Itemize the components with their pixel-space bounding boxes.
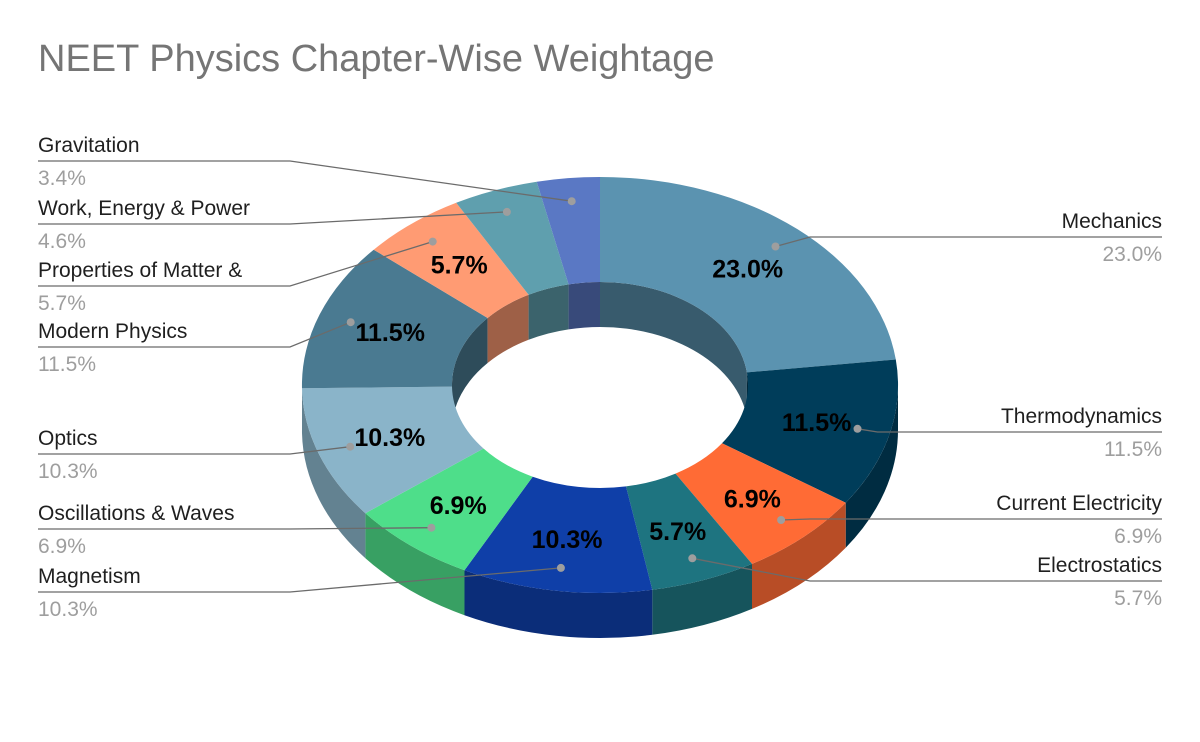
leader-line-current-electricity: [781, 518, 1162, 521]
data-label-current-electricity: 6.9%: [724, 486, 781, 514]
leader-line-electrostatics: [692, 557, 1162, 582]
callout-value-optics: 10.3%: [38, 460, 98, 483]
outer-wall-magnetism: [464, 570, 653, 639]
data-label-properties-of-matter: 5.7%: [431, 251, 488, 279]
leader-dot-modern-physics: [346, 318, 355, 327]
leader-dot-gravitation: [567, 197, 576, 206]
callout-name-work-energy-power: Work, Energy & Power: [38, 197, 250, 220]
inner-wall-properties-of-matter: [487, 294, 529, 363]
outer-wall-oscillations-waves: [365, 513, 465, 616]
data-label-mechanics: 23.0%: [712, 256, 783, 284]
leader-line-mechanics: [775, 236, 1162, 248]
callout-name-electrostatics: Electrostatics: [1037, 554, 1162, 577]
slice-thermodynamics: [722, 359, 899, 503]
data-label-magnetism: 10.3%: [532, 526, 603, 554]
callout-value-modern-physics: 11.5%: [38, 353, 96, 376]
leader-line-gravitation: [38, 160, 572, 202]
slice-electrostatics: [626, 473, 752, 590]
callout-name-magnetism: Magnetism: [38, 565, 141, 588]
slice-properties-of-matter: [373, 202, 529, 318]
data-label-electrostatics: 5.7%: [649, 518, 706, 546]
callout-value-gravitation: 3.4%: [38, 167, 86, 190]
callout-name-properties-of-matter: Properties of Matter &: [38, 259, 242, 282]
leader-line-modern-physics: [38, 321, 351, 348]
leader-dot-mechanics: [771, 242, 780, 251]
slice-magnetism: [464, 476, 653, 594]
callout-name-modern-physics: Modern Physics: [38, 320, 187, 343]
leader-dot-properties-of-matter: [428, 237, 437, 246]
slice-oscillations-waves: [365, 448, 533, 571]
inner-wall-gravitation: [568, 282, 600, 330]
callout-name-oscillations-waves: Oscillations & Waves: [38, 502, 234, 525]
inner-wall-mechanics: [600, 282, 747, 418]
leader-dot-electrostatics: [688, 554, 697, 563]
inner-wall-modern-physics: [452, 318, 488, 430]
chart-title: NEET Physics Chapter-Wise Weightage: [38, 38, 715, 80]
callout-value-oscillations-waves: 6.9%: [38, 535, 86, 558]
leader-dot-work-energy-power: [502, 207, 511, 216]
slice-mechanics: [600, 176, 896, 373]
callout-value-mechanics: 23.0%: [1102, 243, 1162, 266]
slice-optics: [302, 386, 484, 514]
leader-line-magnetism: [38, 567, 561, 593]
callout-name-current-electricity: Current Electricity: [996, 492, 1162, 515]
callout-name-optics: Optics: [38, 427, 98, 450]
leader-dot-thermodynamics: [853, 424, 862, 433]
leader-line-oscillations-waves: [38, 527, 432, 530]
outer-wall-optics: [302, 388, 366, 559]
slice-current-electricity: [675, 443, 846, 564]
callout-name-thermodynamics: Thermodynamics: [1001, 405, 1162, 428]
leader-dot-magnetism: [556, 563, 565, 572]
leader-line-thermodynamics: [857, 428, 1162, 433]
leader-line-optics: [38, 446, 351, 455]
callout-value-thermodynamics: 11.5%: [1104, 438, 1162, 461]
outer-wall-thermodynamics: [845, 385, 898, 548]
leader-line-work-energy-power: [38, 211, 507, 225]
slice-modern-physics: [301, 249, 488, 389]
callout-value-work-energy-power: 4.6%: [38, 230, 86, 253]
callout-name-gravitation: Gravitation: [38, 134, 140, 157]
leader-dot-current-electricity: [777, 516, 786, 524]
slice-gravitation: [536, 176, 600, 285]
outer-wall-current-electricity: [752, 502, 846, 609]
data-label-oscillations-waves: 6.9%: [430, 492, 487, 520]
slice-work-energy-power: [456, 181, 569, 295]
data-label-optics: 10.3%: [354, 424, 425, 452]
outer-wall-electrostatics: [652, 563, 752, 635]
callout-value-properties-of-matter: 5.7%: [38, 292, 86, 315]
callout-name-mechanics: Mechanics: [1062, 210, 1162, 233]
leader-dot-oscillations-waves: [427, 523, 436, 532]
data-label-modern-physics: 11.5%: [355, 319, 425, 347]
leader-line-properties-of-matter: [38, 240, 433, 287]
leader-dot-optics: [346, 442, 355, 451]
callout-value-current-electricity: 6.9%: [1114, 525, 1162, 548]
data-label-thermodynamics: 11.5%: [782, 409, 852, 437]
callout-value-magnetism: 10.3%: [38, 598, 98, 621]
callout-value-electrostatics: 5.7%: [1114, 587, 1162, 610]
inner-wall-work-energy-power: [528, 284, 569, 340]
